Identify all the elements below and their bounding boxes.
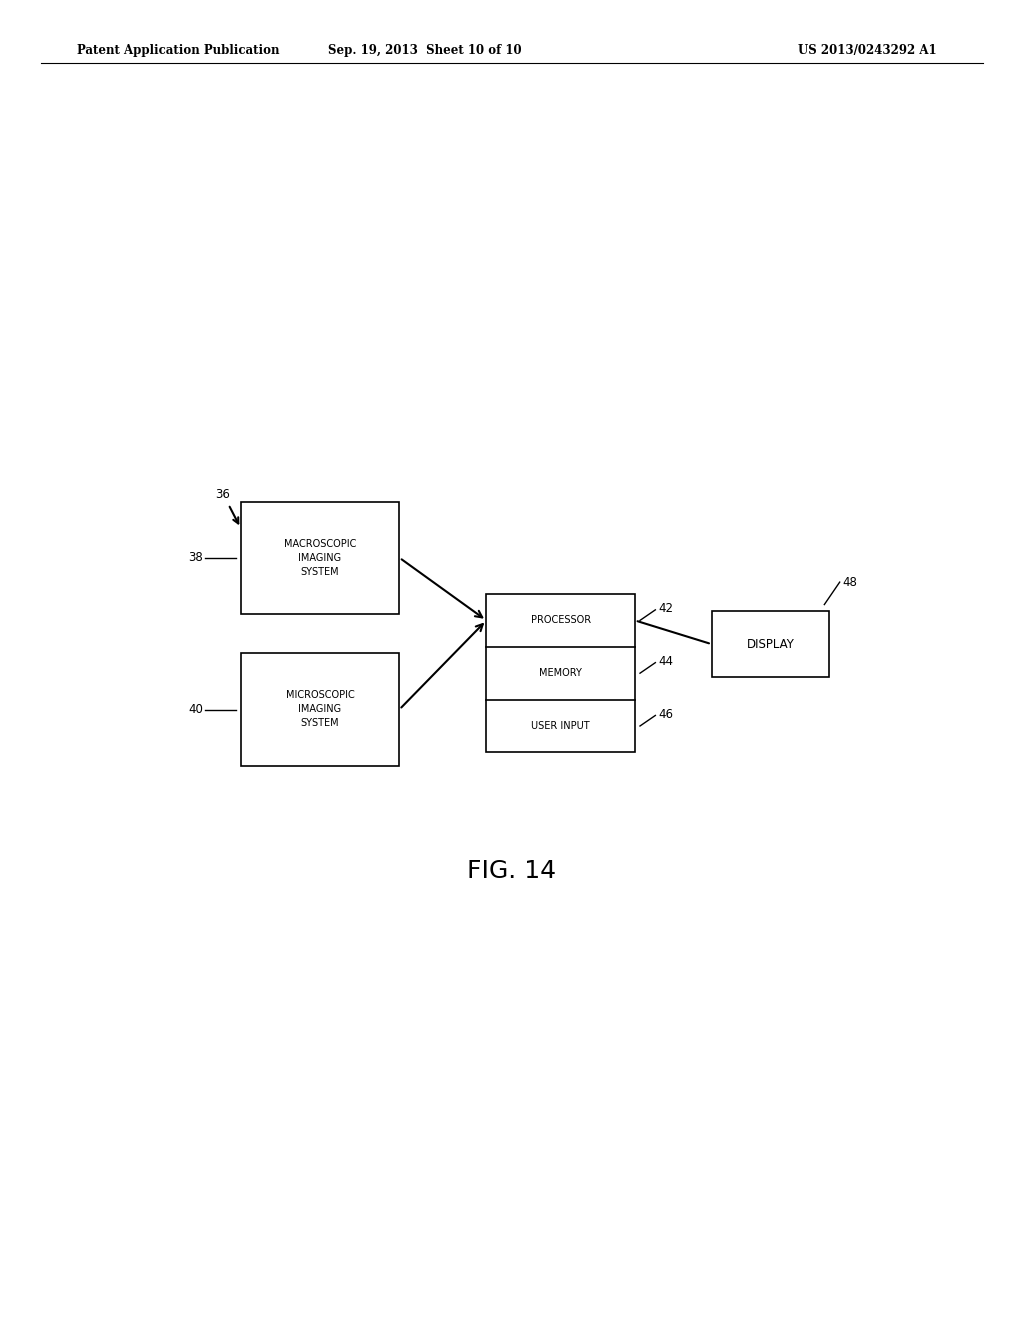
- Text: 38: 38: [188, 552, 203, 564]
- Text: 46: 46: [658, 708, 674, 721]
- Text: USER INPUT: USER INPUT: [531, 721, 590, 731]
- Text: 42: 42: [658, 602, 674, 615]
- Text: 40: 40: [187, 704, 203, 715]
- Bar: [241, 502, 399, 614]
- Text: DISPLAY: DISPLAY: [746, 638, 795, 651]
- Text: MACROSCOPIC
IMAGING
SYSTEM: MACROSCOPIC IMAGING SYSTEM: [284, 539, 356, 577]
- Bar: [241, 653, 399, 766]
- Text: Sep. 19, 2013  Sheet 10 of 10: Sep. 19, 2013 Sheet 10 of 10: [328, 44, 522, 57]
- Text: PROCESSOR: PROCESSOR: [530, 615, 591, 626]
- Bar: [712, 611, 829, 677]
- Text: 48: 48: [843, 576, 858, 589]
- Text: MEMORY: MEMORY: [540, 668, 582, 678]
- Text: MICROSCOPIC
IMAGING
SYSTEM: MICROSCOPIC IMAGING SYSTEM: [286, 690, 354, 729]
- Text: FIG. 14: FIG. 14: [467, 859, 557, 883]
- Text: 44: 44: [658, 655, 674, 668]
- Text: Patent Application Publication: Patent Application Publication: [77, 44, 280, 57]
- Text: US 2013/0243292 A1: US 2013/0243292 A1: [799, 44, 937, 57]
- Bar: [486, 594, 635, 752]
- Text: 36: 36: [215, 488, 230, 502]
